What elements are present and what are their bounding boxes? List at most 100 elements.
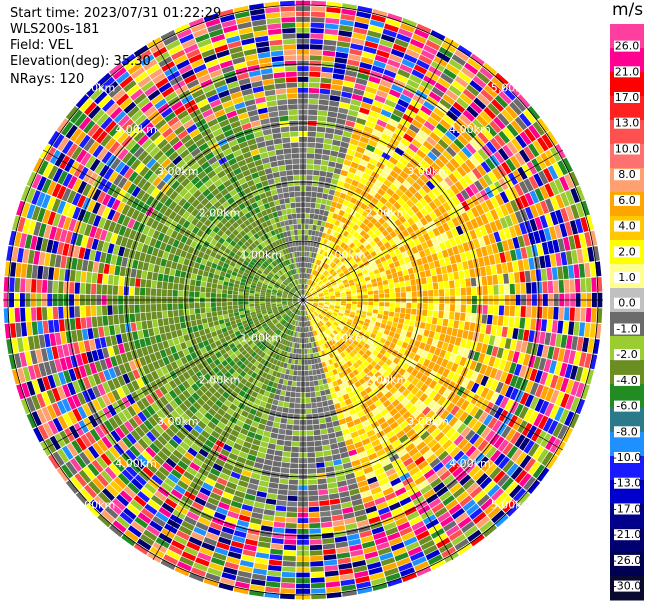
velocity-gate (372, 100, 384, 109)
velocity-gate (331, 263, 337, 269)
velocity-gate (239, 328, 246, 334)
velocity-gate (496, 347, 504, 359)
velocity-gate (372, 462, 383, 471)
velocity-gate (349, 314, 355, 318)
velocity-gate (525, 342, 533, 355)
velocity-gate (370, 486, 382, 495)
velocity-gate (224, 486, 236, 495)
velocity-gate (365, 505, 378, 514)
velocity-gate (386, 335, 394, 342)
velocity-gate (385, 269, 392, 276)
velocity-gate (216, 288, 222, 294)
velocity-gate (377, 404, 386, 412)
velocity-gate (181, 551, 197, 562)
velocity-gate (366, 356, 373, 364)
velocity-gate (123, 420, 134, 433)
velocity-gate (233, 312, 240, 317)
velocity-gate (321, 373, 326, 379)
velocity-gate (249, 306, 255, 310)
velocity-gate (469, 101, 483, 114)
velocity-gate (27, 336, 35, 351)
velocity-gate (183, 437, 194, 447)
velocity-gate (378, 477, 390, 486)
velocity-gate (54, 332, 62, 346)
velocity-gate (224, 335, 231, 342)
velocity-gate (402, 424, 413, 434)
velocity-gate (129, 304, 135, 314)
velocity-gate (317, 328, 321, 334)
velocity-gate (334, 259, 341, 265)
velocity-gate (443, 281, 450, 289)
velocity-gate (157, 342, 165, 351)
velocity-gate (315, 242, 320, 248)
velocity-gate (529, 368, 538, 382)
velocity-gate (523, 476, 536, 491)
velocity-gate (115, 354, 123, 365)
velocity-gate (382, 399, 391, 408)
velocity-gate (153, 454, 165, 466)
velocity-gate (437, 318, 443, 326)
velocity-gate (285, 517, 297, 523)
velocity-gate (514, 469, 528, 484)
velocity-gate (319, 94, 330, 100)
velocity-gate (243, 544, 257, 552)
velocity-gate (187, 346, 195, 354)
velocity-gate (272, 422, 280, 429)
velocity-gate (540, 200, 550, 214)
velocity-gate (247, 413, 255, 421)
velocity-gate (325, 177, 332, 184)
velocity-gate (265, 586, 280, 593)
velocity-gate (249, 589, 264, 597)
velocity-gate (345, 416, 353, 423)
velocity-gate (225, 439, 235, 447)
velocity-gate (315, 278, 320, 283)
velocity-gate (287, 324, 292, 329)
velocity-gate (335, 297, 341, 300)
velocity-gate (105, 484, 119, 498)
velocity-gate (444, 257, 451, 266)
velocity-gate (352, 274, 358, 279)
velocity-gate (294, 342, 298, 349)
velocity-gate (420, 484, 433, 495)
velocity-gate (184, 409, 194, 419)
velocity-gate (158, 466, 170, 477)
velocity-gate (332, 73, 345, 80)
velocity-gate (402, 362, 410, 371)
velocity-gate (431, 253, 439, 261)
velocity-gate (549, 253, 557, 267)
velocity-gate (363, 125, 374, 134)
velocity-gate (323, 450, 332, 457)
velocity-gate (384, 302, 390, 307)
velocity-gate (335, 202, 343, 210)
velocity-gate (511, 448, 523, 462)
velocity-gate (308, 274, 311, 280)
velocity-gate (195, 336, 203, 344)
velocity-gate (446, 187, 456, 198)
velocity-gate (560, 251, 568, 266)
velocity-gate (336, 260, 343, 267)
velocity-gate (384, 351, 391, 359)
velocity-gate (87, 375, 97, 388)
velocity-gate (65, 461, 78, 476)
velocity-gate (191, 374, 199, 383)
velocity-gate (390, 477, 402, 487)
velocity-gate (173, 396, 183, 406)
velocity-gate (108, 417, 119, 430)
velocity-gate (157, 358, 165, 368)
velocity-gate (514, 434, 526, 448)
velocity-gate (439, 258, 446, 267)
velocity-gate (432, 363, 441, 373)
velocity-gate (310, 555, 323, 562)
velocity-gate (319, 300, 325, 302)
velocity-gate (280, 588, 295, 594)
velocity-gate (227, 305, 233, 310)
velocity-gate (377, 175, 386, 183)
velocity-gate (345, 154, 354, 162)
velocity-gate (514, 317, 520, 328)
velocity-gate (328, 289, 334, 293)
velocity-gate (379, 256, 387, 263)
velocity-gate (350, 260, 357, 266)
velocity-gate (151, 495, 164, 506)
velocity-gate (338, 221, 345, 228)
velocity-gate (568, 235, 576, 250)
